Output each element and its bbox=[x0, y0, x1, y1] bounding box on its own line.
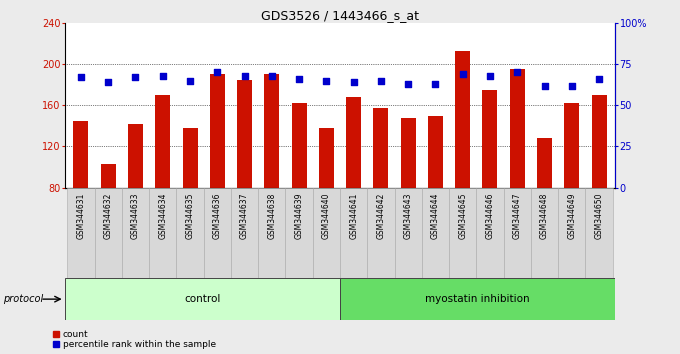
Text: GSM344641: GSM344641 bbox=[349, 192, 358, 239]
Text: GSM344650: GSM344650 bbox=[594, 192, 604, 239]
Bar bbox=[585, 188, 613, 278]
Bar bbox=[67, 188, 95, 278]
Text: GDS3526 / 1443466_s_at: GDS3526 / 1443466_s_at bbox=[261, 9, 419, 22]
Bar bbox=[455, 51, 470, 188]
Point bbox=[267, 73, 277, 79]
Point bbox=[75, 74, 86, 80]
Text: control: control bbox=[184, 294, 220, 304]
Bar bbox=[313, 188, 340, 278]
Point bbox=[321, 78, 332, 84]
Bar bbox=[128, 124, 143, 188]
Bar bbox=[319, 128, 334, 188]
Point bbox=[294, 76, 305, 82]
Point bbox=[103, 79, 114, 85]
Bar bbox=[122, 188, 149, 278]
Point bbox=[594, 76, 605, 82]
Bar bbox=[537, 138, 552, 188]
Bar bbox=[592, 95, 607, 188]
Text: GSM344649: GSM344649 bbox=[567, 192, 576, 239]
Text: GSM344642: GSM344642 bbox=[377, 192, 386, 239]
Bar bbox=[510, 69, 525, 188]
Bar bbox=[149, 188, 176, 278]
Bar bbox=[73, 121, 88, 188]
Bar bbox=[340, 188, 367, 278]
Text: GSM344632: GSM344632 bbox=[104, 192, 113, 239]
Bar bbox=[210, 74, 225, 188]
Point bbox=[239, 73, 250, 79]
Point bbox=[184, 78, 195, 84]
Bar bbox=[265, 74, 279, 188]
Bar bbox=[176, 188, 204, 278]
Bar bbox=[428, 116, 443, 188]
Bar bbox=[204, 188, 231, 278]
Text: GSM344631: GSM344631 bbox=[76, 192, 86, 239]
Bar bbox=[292, 103, 307, 188]
Text: GSM344648: GSM344648 bbox=[540, 192, 549, 239]
Bar bbox=[422, 188, 449, 278]
Bar bbox=[346, 97, 361, 188]
Bar bbox=[564, 103, 579, 188]
Text: GSM344647: GSM344647 bbox=[513, 192, 522, 239]
Bar bbox=[401, 118, 415, 188]
Text: GSM344634: GSM344634 bbox=[158, 192, 167, 239]
Text: protocol: protocol bbox=[3, 294, 44, 304]
Point bbox=[212, 70, 223, 75]
Point bbox=[539, 83, 550, 88]
Point bbox=[512, 70, 523, 75]
Point bbox=[130, 74, 141, 80]
Text: GSM344635: GSM344635 bbox=[186, 192, 194, 239]
Legend: count, percentile rank within the sample: count, percentile rank within the sample bbox=[52, 330, 216, 349]
Bar bbox=[65, 278, 340, 320]
Bar bbox=[95, 188, 122, 278]
Bar bbox=[237, 80, 252, 188]
Point bbox=[485, 73, 496, 79]
Text: GSM344638: GSM344638 bbox=[267, 192, 276, 239]
Point bbox=[403, 81, 413, 87]
Text: GSM344646: GSM344646 bbox=[486, 192, 494, 239]
Point bbox=[157, 73, 168, 79]
Bar bbox=[449, 188, 476, 278]
Text: GSM344637: GSM344637 bbox=[240, 192, 249, 239]
Bar bbox=[531, 188, 558, 278]
Bar bbox=[155, 95, 170, 188]
Text: GSM344644: GSM344644 bbox=[431, 192, 440, 239]
Bar bbox=[394, 188, 422, 278]
Text: GSM344639: GSM344639 bbox=[294, 192, 303, 239]
Bar bbox=[286, 188, 313, 278]
Text: GSM344645: GSM344645 bbox=[458, 192, 467, 239]
Bar bbox=[258, 188, 286, 278]
Text: GSM344643: GSM344643 bbox=[404, 192, 413, 239]
Bar bbox=[101, 164, 116, 188]
Bar bbox=[182, 128, 197, 188]
Bar bbox=[373, 108, 388, 188]
Bar bbox=[367, 188, 394, 278]
Point bbox=[457, 71, 468, 77]
Point bbox=[430, 81, 441, 87]
Text: GSM344636: GSM344636 bbox=[213, 192, 222, 239]
Bar bbox=[483, 90, 498, 188]
Bar bbox=[340, 278, 615, 320]
Text: myostatin inhibition: myostatin inhibition bbox=[426, 294, 530, 304]
Bar bbox=[558, 188, 585, 278]
Point bbox=[566, 83, 577, 88]
Bar bbox=[476, 188, 504, 278]
Bar bbox=[504, 188, 531, 278]
Text: GSM344640: GSM344640 bbox=[322, 192, 331, 239]
Text: GSM344633: GSM344633 bbox=[131, 192, 140, 239]
Bar bbox=[231, 188, 258, 278]
Point bbox=[375, 78, 386, 84]
Point bbox=[348, 79, 359, 85]
